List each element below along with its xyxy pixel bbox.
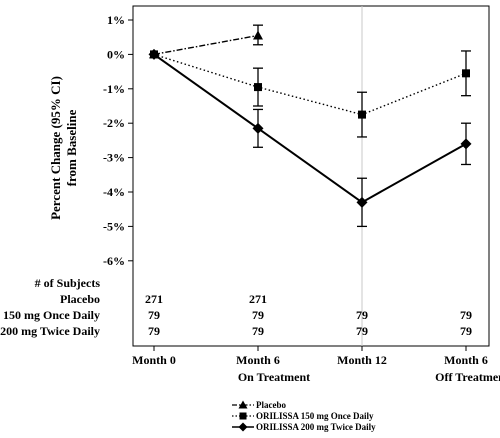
series-diamond: [148, 48, 472, 228]
series-triangle: [149, 24, 263, 59]
y-axis-title: Percent Change (95% CI) from Baseline: [48, 76, 79, 220]
subjects-count: 79: [252, 324, 264, 338]
plot-frame: [132, 5, 490, 347]
x-tick-label: Month 12: [337, 353, 387, 367]
y-axis: 1% 0% -1% -2% -3% -4% -5% -6%: [103, 13, 133, 268]
series-layer: [148, 24, 472, 228]
x-tick-label: Month 6: [236, 353, 280, 367]
legend-label-200mg: ORILISSA 200 mg Twice Daily: [256, 422, 376, 432]
subjects-header: # of Subjects: [35, 276, 101, 290]
subjects-count: 79: [356, 324, 368, 338]
subjects-count: 79: [252, 308, 264, 322]
legend: Placebo ORILISSA 150 mg Once Daily ORILI…: [232, 400, 376, 432]
y-tick-label: -1%: [103, 82, 125, 96]
triangle-marker-icon: [238, 400, 248, 409]
y-tick-label: -4%: [103, 185, 125, 199]
y-tick-label: -3%: [103, 151, 125, 165]
x-tick-sublabel: On Treatment: [238, 370, 310, 384]
data-point-diamond: [460, 138, 472, 150]
y-tick-label: 0%: [107, 47, 125, 61]
subjects-table: # of Subjects Placebo 271 271 150 mg Once D…: [0, 276, 472, 338]
subjects-count: 79: [356, 308, 368, 322]
subjects-count: 79: [148, 308, 160, 322]
subjects-row-label: 150 mg Once Daily: [3, 308, 100, 322]
data-point-diamond: [148, 48, 160, 60]
legend-item-placebo: Placebo: [232, 400, 286, 410]
data-point-square: [254, 83, 262, 92]
series-line: [153, 53, 467, 116]
legend-item-150mg: ORILISSA 150 mg Once Daily: [232, 411, 374, 421]
diamond-marker-icon: [238, 422, 248, 432]
data-point-square: [358, 110, 366, 119]
series-square: [150, 50, 471, 138]
data-point-diamond: [356, 196, 368, 208]
data-point-diamond: [252, 122, 264, 134]
subjects-count: 79: [460, 308, 472, 322]
legend-item-200mg: ORILISSA 200 mg Twice Daily: [232, 422, 376, 432]
y-tick-label: -2%: [103, 116, 125, 130]
square-marker-icon: [239, 412, 247, 420]
x-tick-sublabel: Off Treatment: [435, 370, 500, 384]
y-tick-label: 1%: [107, 13, 125, 27]
x-tick-label: Month 0: [132, 353, 176, 367]
y-axis-title-line2: from Baseline: [64, 109, 79, 186]
y-tick-label: -6%: [103, 254, 125, 268]
x-axis: Month 0 Month 6 On Treatment Month 12 Month …: [132, 346, 500, 384]
subjects-count: 79: [460, 324, 472, 338]
x-tick-label: Month 6: [444, 353, 488, 367]
subjects-row-label: 200 mg Twice Daily: [0, 324, 100, 338]
series-line: [153, 34, 259, 56]
subjects-count: 79: [148, 324, 160, 338]
y-axis-title-line1: Percent Change (95% CI): [48, 76, 63, 220]
legend-label-150mg: ORILISSA 150 mg Once Daily: [256, 411, 374, 421]
data-point-triangle: [253, 30, 263, 40]
data-point-square: [462, 69, 470, 78]
subjects-count: 271: [145, 292, 163, 306]
series-line: [153, 53, 467, 204]
subjects-count: 271: [249, 292, 267, 306]
y-tick-label: -5%: [103, 219, 125, 233]
legend-label-placebo: Placebo: [256, 400, 286, 410]
subjects-row-label: Placebo: [60, 292, 100, 306]
